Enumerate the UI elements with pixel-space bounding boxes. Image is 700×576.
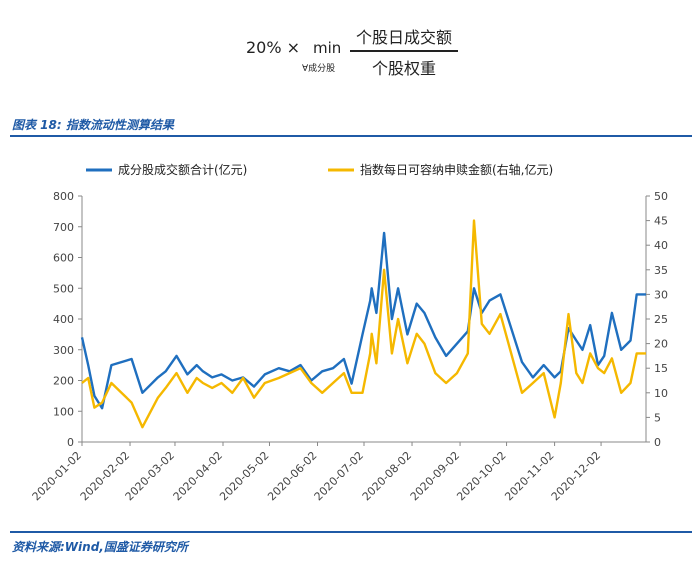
left-tick-label: 100 (53, 405, 74, 418)
left-tick-label: 600 (53, 252, 74, 265)
series-line-capacity (81, 219, 646, 429)
fraction-bar (350, 50, 458, 52)
formula-numerator: 个股日成交额 (355, 28, 452, 47)
left-tick-label: 800 (53, 190, 74, 203)
left-tick-label: 200 (53, 375, 74, 388)
right-tick-label: 5 (654, 411, 661, 424)
figure-title: 图表 18: 指数流动性测算结果 (12, 118, 174, 132)
x-tick-label: 2020-08-02 (360, 449, 414, 503)
formula-denominator: 个股权重 (371, 59, 436, 78)
right-tick-label: 15 (654, 362, 668, 375)
bottom-rule (10, 531, 692, 533)
right-tick-label: 35 (654, 264, 668, 277)
right-tick-label: 0 (654, 436, 661, 449)
formula: 20% × min ∀成分股 个股日成交额 个股权重 (0, 18, 700, 88)
right-tick-label: 50 (654, 190, 668, 203)
x-tick-label: 2020-07-02 (312, 449, 366, 503)
x-tick-label: 2020-01-02 (30, 449, 84, 503)
left-tick-label: 700 (53, 221, 74, 234)
source-note: 资料来源:Wind,国盛证券研究所 (12, 540, 188, 554)
right-tick-label: 40 (654, 239, 668, 252)
left-tick-label: 0 (67, 436, 74, 449)
formula-subscript: ∀成分股 (302, 64, 336, 74)
legend-label: 成分股成交额合计(亿元) (118, 162, 247, 177)
left-tick-label: 400 (53, 313, 74, 326)
right-tick-label: 45 (654, 215, 668, 228)
left-tick-label: 500 (53, 282, 74, 295)
right-tick-label: 25 (654, 313, 668, 326)
formula-prefix: 20% × (246, 38, 301, 57)
legend-label: 指数每日可容纳申赎金额(右轴,亿元) (360, 162, 553, 177)
x-tick-label: 2020-05-02 (217, 449, 271, 503)
right-tick-label: 30 (654, 288, 668, 301)
right-tick-label: 20 (654, 338, 668, 351)
right-tick-label: 10 (654, 387, 668, 400)
x-tick-label: 2020-10-02 (454, 449, 508, 503)
top-rule (10, 135, 692, 137)
series-line-turnover (80, 231, 646, 410)
x-tick-label: 2020-12-02 (549, 449, 603, 503)
formula-operator: min (313, 39, 342, 57)
left-tick-label: 300 (53, 344, 74, 357)
